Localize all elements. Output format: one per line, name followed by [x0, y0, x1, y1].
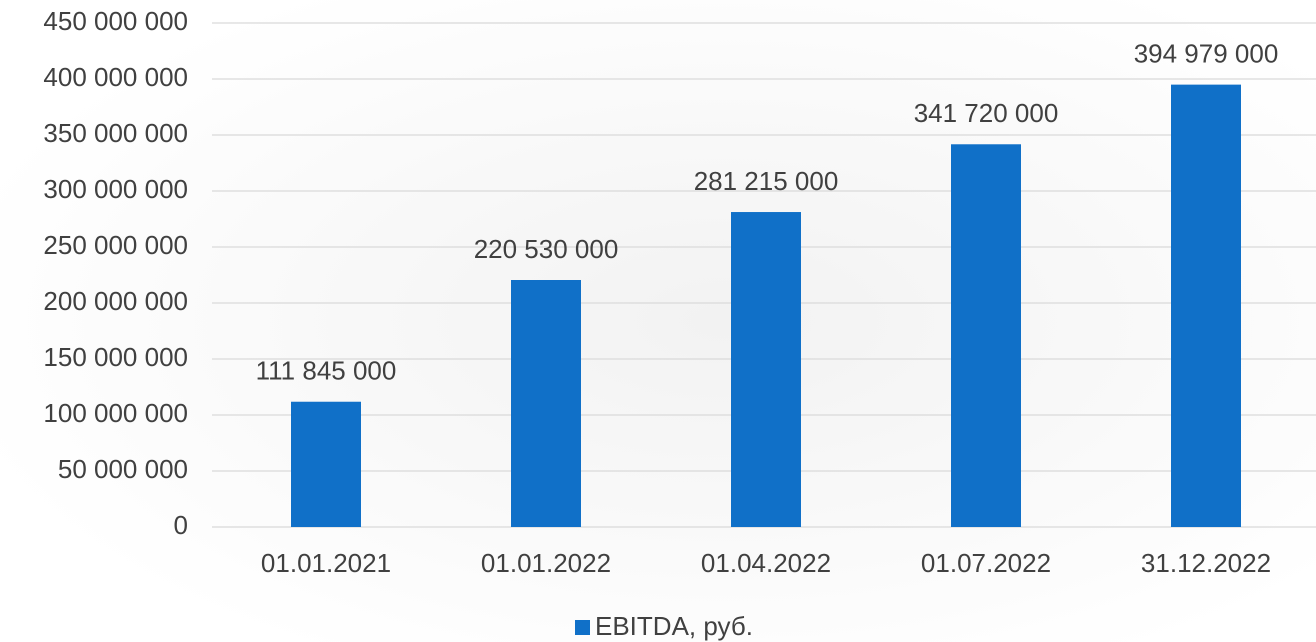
- y-tick-label: 0: [174, 510, 188, 540]
- x-tick-label: 01.01.2021: [261, 548, 391, 578]
- data-label: 341 720 000: [914, 98, 1059, 128]
- y-tick-label: 450 000 000: [43, 6, 188, 36]
- bar: [731, 212, 801, 528]
- x-tick-label: 31.12.2022: [1141, 548, 1271, 578]
- bar: [511, 280, 581, 527]
- data-label: 111 845 000: [256, 356, 397, 386]
- x-tick-label: 01.04.2022: [701, 548, 831, 578]
- data-label: 394 979 000: [1134, 38, 1279, 68]
- bar: [951, 144, 1021, 527]
- y-tick-label: 200 000 000: [43, 286, 188, 316]
- y-tick-label: 100 000 000: [43, 398, 188, 428]
- bar: [291, 401, 361, 527]
- y-tick-label: 300 000 000: [43, 174, 188, 204]
- x-tick-label: 01.01.2022: [481, 548, 611, 578]
- y-tick-label: 400 000 000: [43, 62, 188, 92]
- data-label: 281 215 000: [694, 166, 839, 196]
- y-tick-label: 150 000 000: [43, 342, 188, 372]
- y-tick-label: 250 000 000: [43, 230, 188, 260]
- legend-swatch: [575, 620, 590, 635]
- bar: [1171, 84, 1241, 527]
- y-tick-label: 350 000 000: [43, 118, 188, 148]
- x-tick-label: 01.07.2022: [921, 548, 1051, 578]
- data-label: 220 530 000: [474, 234, 619, 264]
- y-tick-label: 50 000 000: [58, 454, 188, 484]
- legend-label: EBITDA, руб.: [595, 611, 753, 641]
